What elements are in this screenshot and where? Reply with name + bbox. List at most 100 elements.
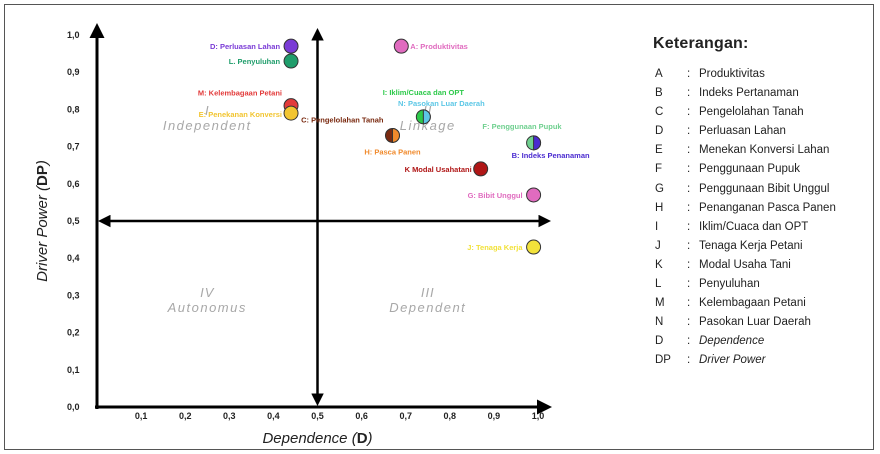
- point-label: A: Produktivitas: [410, 42, 468, 51]
- legend-item: H: Penanganan Pasca Panen: [653, 199, 880, 218]
- x-tick-label: 0,3: [223, 411, 236, 421]
- y-tick-label: 0,2: [67, 328, 80, 338]
- legend-key: E: [655, 144, 663, 157]
- legend-list: A: Produktivitas B: Indeks Pertanaman C: Peng…: [653, 65, 880, 371]
- quadrant-name: Linkage: [400, 118, 456, 133]
- legend-separator: :: [687, 87, 691, 100]
- y-tick-label: 0,8: [67, 104, 80, 114]
- quadrant-numeral: I: [205, 103, 210, 118]
- y-tick-label: 0,0: [67, 402, 80, 412]
- point-label: E: Penekanan Konversi: [199, 110, 282, 119]
- quadrant-numeral: IV: [200, 285, 215, 300]
- legend-description: Produktivitas: [699, 68, 765, 80]
- y-tick-label: 1,0: [67, 30, 80, 40]
- legend-key: C: [655, 106, 664, 119]
- legend-item: G: Penggunaan Bibit Unggul: [653, 180, 880, 199]
- data-point: [391, 127, 400, 143]
- point-label: D: Perluasan Lahan: [210, 42, 280, 51]
- legend-key: G: [655, 182, 664, 195]
- y-tick-label: 0,4: [67, 253, 80, 263]
- legend-separator: :: [687, 106, 691, 119]
- point-label: J: Tenaga Kerja: [467, 243, 523, 252]
- x-tick-label: 0,8: [444, 411, 457, 421]
- legend-item: E: Menekan Konversi Lahan: [653, 141, 880, 160]
- quadrant-numeral: II: [423, 103, 432, 118]
- legend-item: J: Tenaga Kerja Petani: [653, 237, 880, 256]
- legend-key: H: [655, 201, 664, 214]
- data-point: [283, 105, 299, 121]
- legend-separator: :: [687, 354, 691, 367]
- legend-key: K: [655, 258, 663, 271]
- legend-description: Kelembagaan Petani: [699, 297, 806, 310]
- y-tick-label: 0,1: [67, 365, 80, 375]
- legend-separator: :: [687, 316, 691, 329]
- point-label: L. Penyuluhan: [229, 57, 281, 66]
- legend-separator: :: [687, 144, 691, 157]
- legend-item: F: Penggunaan Pupuk: [653, 160, 880, 179]
- legend-key: F: [655, 163, 663, 176]
- legend-description: Menekan Konversi Lahan: [699, 144, 830, 157]
- legend-separator: :: [687, 335, 691, 348]
- point-label: G: Bibit Unggul: [468, 191, 523, 200]
- data-point: [283, 38, 299, 54]
- legend-item: N: Pasokan Luar Daerah: [653, 313, 880, 332]
- data-point: [533, 135, 542, 151]
- legend-key: M: [655, 297, 665, 310]
- x-tick-label: 0,7: [399, 411, 412, 421]
- point-label: M: Kelembagaan Petani: [198, 89, 282, 98]
- x-tick-label: 0,1: [135, 411, 148, 421]
- legend-item: C: Pengelolahan Tanah: [653, 103, 880, 122]
- legend-description: Pasokan Luar Daerah: [699, 316, 811, 329]
- legend-separator: :: [687, 278, 691, 291]
- legend-key: DP: [655, 354, 671, 367]
- legend-description: Penggunaan Pupuk: [699, 163, 801, 176]
- quadrant-name: Autonomus: [167, 300, 247, 315]
- x-tick-label: 0,6: [355, 411, 368, 421]
- point-label: N: Pasokan Luar Daerah: [398, 99, 485, 108]
- legend-item: DP: Driver Power: [653, 351, 880, 370]
- legend-key: I: [655, 220, 659, 233]
- legend-description: Penanganan Pasca Panen: [699, 201, 836, 214]
- y-tick-label: 0,7: [67, 142, 80, 152]
- chart-frame: 0,0 0,1 0,2 0,3 0,4 0,5 0,6 0,7 0,8 0,9 1,0 0,1 0,2 0…: [4, 4, 874, 450]
- y-tick-label: 0,6: [67, 179, 80, 189]
- legend-description: Tenaga Kerja Petani: [699, 239, 803, 252]
- legend-description: Perluasan Lahan: [699, 125, 786, 138]
- x-tick-label: 0,9: [488, 411, 501, 421]
- quadrant-name: Dependent: [389, 300, 466, 315]
- quadrant-name: Independent: [163, 118, 252, 133]
- point-label: B: Indeks Penanaman: [512, 151, 590, 160]
- legend-separator: :: [687, 220, 691, 233]
- legend-description: Driver Power: [699, 354, 766, 367]
- data-point: [283, 53, 299, 69]
- x-tick-label: 0,2: [179, 411, 192, 421]
- legend-key: J: [655, 239, 661, 252]
- legend-separator: :: [687, 258, 691, 271]
- legend-item: D: Dependence: [653, 332, 880, 351]
- legend-item: A: Produktivitas: [653, 65, 880, 84]
- y-tick-label: 0,5: [67, 216, 80, 226]
- y-tick-label: 0,9: [67, 67, 80, 77]
- legend-title: Keterangan:: [653, 35, 749, 52]
- legend-item: I: Iklim/Cuaca dan OPT: [653, 218, 880, 237]
- legend-separator: :: [687, 297, 691, 310]
- legend-key: D: [655, 125, 664, 138]
- point-label: H: Pasca Panen: [364, 147, 421, 156]
- legend-separator: :: [687, 201, 691, 214]
- data-point: [393, 38, 409, 54]
- legend-description: Iklim/Cuaca dan OPT: [699, 220, 809, 233]
- legend-description: Modal Usaha Tani: [699, 258, 791, 271]
- legend-separator: :: [687, 163, 691, 176]
- legend-separator: :: [687, 68, 691, 80]
- legend-item: K: Modal Usaha Tani: [653, 256, 880, 275]
- legend-key: L: [655, 278, 662, 291]
- y-axis-label: Driver Power (DP): [34, 160, 51, 282]
- legend-item: D: Perluasan Lahan: [653, 122, 880, 141]
- data-point: [526, 239, 542, 255]
- legend-description: Penyuluhan: [699, 278, 760, 291]
- y-tick-label: 0,3: [67, 290, 80, 300]
- legend-description: Penggunaan Bibit Unggul: [699, 182, 830, 195]
- legend: Keterangan: A: Produktivitas B: Indeks Pert…: [653, 35, 880, 371]
- legend-description: Dependence: [699, 335, 765, 348]
- legend-item: B: Indeks Pertanaman: [653, 84, 880, 103]
